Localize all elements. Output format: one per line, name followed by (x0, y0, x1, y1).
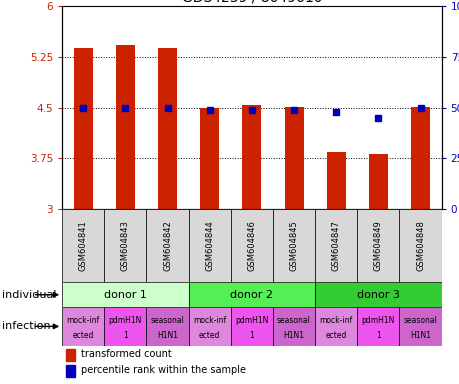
Bar (188, 209, 230, 282)
Bar (62, 282, 188, 307)
Text: ected: ected (325, 331, 346, 341)
Title: GDS4239 / 8049610: GDS4239 / 8049610 (181, 0, 321, 5)
Bar (188, 307, 230, 346)
Text: GSM604843: GSM604843 (121, 220, 129, 271)
Bar (314, 307, 357, 346)
Text: GSM604845: GSM604845 (289, 220, 298, 271)
Text: seasonal: seasonal (276, 316, 310, 325)
Bar (104, 209, 146, 282)
Bar (314, 209, 357, 282)
Bar (230, 209, 272, 282)
Bar (146, 307, 188, 346)
Text: H1N1: H1N1 (157, 331, 178, 341)
Bar (410, 107, 429, 209)
Bar (368, 154, 387, 209)
Text: 1: 1 (249, 331, 254, 341)
Bar (66, 349, 75, 361)
Bar (357, 307, 398, 346)
Bar (104, 307, 146, 346)
Text: pdmH1N: pdmH1N (235, 316, 268, 325)
Text: mock-inf: mock-inf (319, 316, 352, 325)
Text: donor 2: donor 2 (230, 290, 273, 300)
Bar (66, 365, 75, 377)
Text: seasonal: seasonal (150, 316, 184, 325)
Text: GSM604849: GSM604849 (373, 220, 382, 271)
Text: GSM604847: GSM604847 (331, 220, 340, 271)
Text: transformed count: transformed count (81, 349, 172, 359)
Bar (357, 209, 398, 282)
Text: GSM604846: GSM604846 (247, 220, 256, 271)
Text: pdmH1N: pdmH1N (361, 316, 394, 325)
Bar (73, 48, 92, 209)
Text: seasonal: seasonal (403, 316, 437, 325)
Text: ected: ected (73, 331, 94, 341)
Bar (146, 209, 188, 282)
Text: GSM604841: GSM604841 (78, 220, 88, 271)
Bar (272, 307, 314, 346)
Text: mock-inf: mock-inf (193, 316, 226, 325)
Text: H1N1: H1N1 (283, 331, 304, 341)
Bar (116, 45, 134, 209)
Text: pdmH1N: pdmH1N (108, 316, 142, 325)
Bar (326, 152, 345, 209)
Bar (188, 282, 314, 307)
Bar (272, 209, 314, 282)
Bar (314, 282, 441, 307)
Bar (200, 108, 218, 209)
Text: mock-inf: mock-inf (67, 316, 100, 325)
Bar (284, 107, 303, 209)
Text: H1N1: H1N1 (409, 331, 430, 341)
Bar (398, 209, 441, 282)
Text: infection: infection (2, 321, 51, 331)
Text: GSM604848: GSM604848 (415, 220, 424, 271)
Bar (398, 307, 441, 346)
Text: GSM604844: GSM604844 (205, 220, 214, 271)
Bar (62, 307, 104, 346)
Text: ected: ected (199, 331, 220, 341)
Bar (230, 307, 272, 346)
Text: individual: individual (2, 290, 56, 300)
Text: percentile rank within the sample: percentile rank within the sample (81, 366, 246, 376)
Bar (242, 106, 261, 209)
Text: GSM604842: GSM604842 (162, 220, 172, 271)
Bar (62, 209, 104, 282)
Text: 1: 1 (375, 331, 380, 341)
Text: donor 3: donor 3 (356, 290, 399, 300)
Text: donor 1: donor 1 (104, 290, 146, 300)
Text: 1: 1 (123, 331, 128, 341)
Bar (158, 48, 177, 209)
